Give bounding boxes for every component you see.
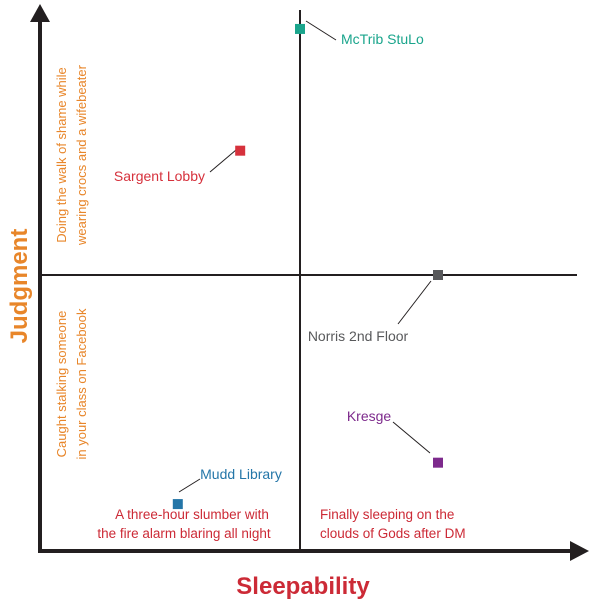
x-axis-label: Sleepability	[236, 573, 370, 600]
data-points	[172, 20, 443, 510]
data-point	[295, 23, 305, 34]
point-label: Mudd Library	[200, 466, 282, 482]
annotation-bottom-x-left-line2: the fire alarm blaring all night	[97, 526, 271, 541]
axes	[30, 4, 589, 561]
point-leader-line	[178, 478, 201, 493]
point-leader-line	[397, 280, 432, 325]
y-axis-arrow	[30, 4, 50, 22]
y-axis-label: Judgment	[6, 229, 33, 344]
annotation-top-left-line2: wearing crocs and a wifebeater	[74, 64, 89, 246]
annotation-bottom-x-left-line1: A three-hour slumber with	[115, 507, 269, 522]
point-label: Sargent Lobby	[114, 168, 205, 184]
data-point	[433, 270, 443, 280]
point-leader-line	[209, 149, 237, 173]
annotation-bottom-x-right-line1: Finally sleeping on the	[320, 507, 454, 522]
data-point	[433, 457, 443, 468]
annotation-bottom-left-line1: Caught stalking someone	[54, 311, 69, 458]
data-point	[235, 145, 246, 156]
chart-text: Sleepability Judgment Doing the walk of sh…	[6, 31, 466, 600]
point-label: Norris 2nd Floor	[308, 328, 409, 344]
point-leader-line	[305, 20, 337, 41]
data-point	[172, 499, 183, 510]
point-label: Kresge	[347, 408, 392, 424]
x-axis-arrow	[570, 541, 589, 561]
annotation-bottom-left-line2: in your class on Facebook	[74, 308, 89, 460]
annotation-bottom-x-right-line2: clouds of Gods after DM	[320, 526, 466, 541]
point-leader-line	[392, 421, 431, 454]
point-label: McTrib StuLo	[341, 31, 424, 47]
annotation-top-left-line1: Doing the walk of shame while	[54, 67, 69, 243]
